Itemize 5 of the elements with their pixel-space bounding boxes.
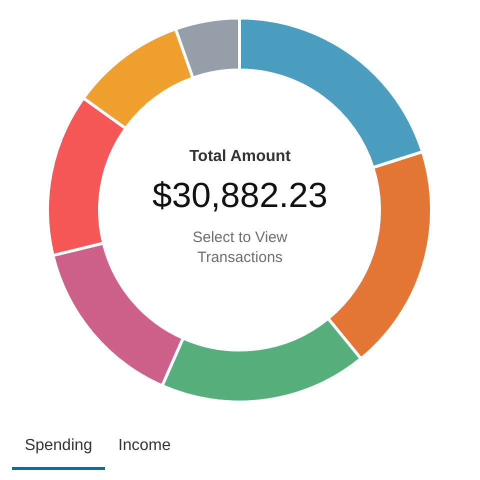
text: Income: [117, 436, 172, 456]
text: Spending: [24, 436, 94, 456]
text: Total Amount: [188, 147, 292, 167]
text: Select to View Transactions: [192, 228, 288, 268]
text: $30,882.23: [151, 175, 329, 217]
